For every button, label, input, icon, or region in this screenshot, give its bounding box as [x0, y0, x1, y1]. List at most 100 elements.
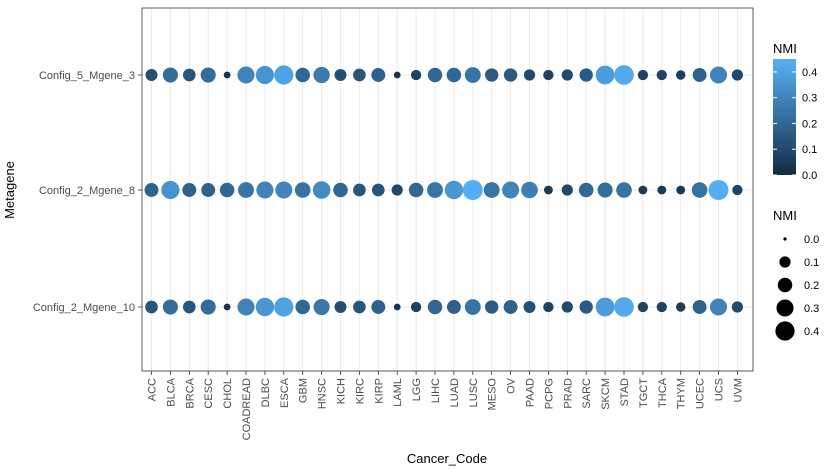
- data-point: [503, 68, 518, 82]
- x-tick-label: MESO: [487, 378, 499, 411]
- data-point: [692, 300, 707, 314]
- data-point: [353, 68, 366, 82]
- data-point: [444, 180, 464, 200]
- x-tick-label: UCEC: [695, 378, 707, 409]
- data-point: [616, 182, 632, 198]
- data-point: [708, 180, 729, 200]
- data-point: [485, 300, 499, 314]
- data-point: [446, 300, 461, 314]
- x-tick-label: KICH: [336, 378, 348, 404]
- data-point: [731, 69, 744, 81]
- color-legend: NMI 0.0 0.1 0.2 0.3 0.4: [773, 41, 817, 182]
- data-point: [427, 182, 443, 198]
- data-point: [393, 303, 401, 311]
- size-legend-key: [779, 256, 791, 268]
- x-tick-label: PAAD: [525, 378, 537, 407]
- x-tick-label: LUSC: [468, 378, 480, 407]
- color-legend-bar: [773, 59, 796, 175]
- data-point: [578, 182, 594, 198]
- data-point: [614, 65, 634, 85]
- size-legend-key: [775, 321, 795, 341]
- data-point: [676, 185, 686, 195]
- data-point: [446, 67, 462, 83]
- data-point: [371, 68, 386, 82]
- data-point: [483, 182, 500, 198]
- size-legend-title: NMI: [773, 208, 797, 223]
- x-tick-label: DLBC: [260, 378, 272, 407]
- data-point: [255, 65, 274, 85]
- data-point: [656, 69, 667, 81]
- x-tick-label: UCS: [714, 378, 726, 401]
- color-legend-label: 0.3: [802, 93, 817, 105]
- data-point: [731, 301, 744, 313]
- data-point: [657, 185, 667, 195]
- data-point: [502, 181, 520, 199]
- x-tick-label: CHOL: [222, 378, 234, 409]
- data-point: [595, 297, 615, 317]
- data-point: [144, 183, 159, 197]
- data-point: [393, 71, 401, 79]
- x-tick-label: BRCA: [184, 377, 196, 408]
- color-legend-title: NMI: [773, 41, 797, 56]
- data-point: [543, 185, 553, 195]
- x-tick-label: KIRC: [354, 378, 366, 404]
- x-tick-label: COADREAD: [241, 378, 253, 440]
- y-tick-label: Config_2_Mgene_8: [39, 185, 135, 197]
- data-point: [709, 298, 728, 316]
- data-point: [353, 183, 366, 197]
- x-tick-label: LGG: [411, 378, 423, 401]
- y-axis: Config_2_Mgene_10 Config_2_Mgene_8 Config_…: [33, 70, 142, 314]
- data-point: [294, 182, 311, 198]
- size-legend-key: [777, 277, 793, 293]
- data-point: [597, 182, 613, 198]
- data-point: [162, 67, 178, 83]
- data-point: [410, 69, 422, 81]
- data-point: [145, 300, 158, 314]
- data-point: [295, 299, 310, 315]
- data-point: [561, 69, 573, 81]
- x-axis-title: Cancer_Code: [407, 451, 487, 466]
- data-point: [219, 182, 235, 198]
- data-point: [637, 69, 649, 81]
- x-tick-label: ACC: [147, 378, 159, 401]
- y-tick-label: Config_5_Mgene_3: [39, 70, 135, 82]
- data-point: [313, 66, 330, 84]
- data-point: [691, 182, 708, 198]
- data-point: [295, 67, 310, 83]
- x-tick-label: PCPG: [543, 378, 555, 409]
- plot-panel-border: [141, 7, 754, 372]
- y-axis-title: Metagene: [2, 161, 17, 219]
- data-point: [676, 70, 686, 80]
- data-point: [391, 184, 403, 196]
- size-legend: NMI 0.0 0.1 0.2 0.3 0.4: [773, 208, 819, 341]
- data-point: [523, 301, 536, 313]
- data-point: [201, 183, 216, 197]
- data-point: [464, 67, 481, 83]
- data-point: [561, 184, 573, 196]
- x-tick-label: OV: [506, 377, 518, 394]
- size-legend-label: 0.3: [804, 303, 819, 315]
- data-point: [182, 300, 196, 314]
- x-tick-label: SKCM: [600, 378, 612, 410]
- data-point: [595, 65, 615, 85]
- x-tick-label: PRAD: [562, 378, 574, 409]
- data-point: [371, 183, 385, 197]
- data-point: [238, 182, 254, 198]
- data-point: [334, 301, 347, 313]
- x-axis: ACC BLCA BRCA CESC CHOL COADREAD DLBC ESCA GBM HN…: [147, 371, 744, 440]
- data-point: [521, 181, 538, 199]
- size-legend-label: 0.0: [804, 234, 819, 246]
- data-point: [638, 185, 648, 195]
- data-point: [503, 300, 518, 314]
- data-point: [313, 298, 330, 316]
- data-point: [223, 303, 231, 311]
- data-point: [410, 301, 422, 313]
- color-legend-label: 0.4: [802, 67, 817, 79]
- data-point: [732, 184, 743, 196]
- data-point: [256, 181, 274, 199]
- size-legend-label: 0.2: [804, 280, 819, 292]
- data-point: [334, 69, 347, 81]
- data-point: [200, 299, 216, 315]
- data-point: [637, 301, 649, 313]
- x-tick-label: SARC: [581, 378, 593, 409]
